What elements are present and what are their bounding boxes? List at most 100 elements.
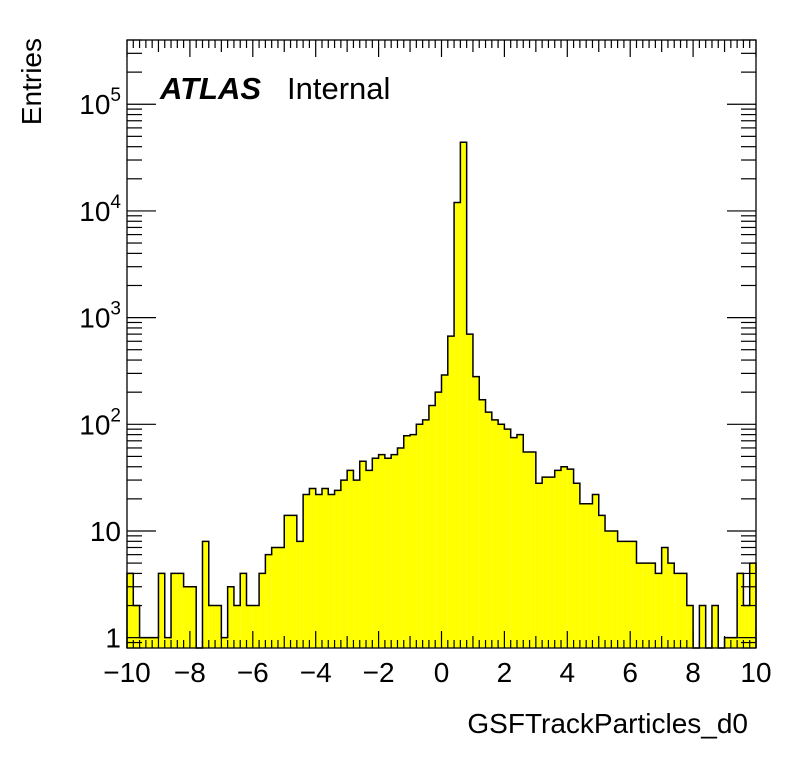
histogram-bar [623,541,631,648]
y-tick-labels: 1 10 102 103 104 105 [79,85,121,653]
histogram-bar [133,605,140,648]
histogram-bar [271,547,278,648]
histogram-bar [655,573,662,648]
histogram-bar [598,515,606,648]
x-tick-label: 4 [560,657,576,688]
y-tick-label: 103 [79,299,121,334]
histogram-bar [743,605,750,648]
histogram-bar [579,503,587,648]
histogram-bar [208,605,216,648]
x-tick-label: 2 [497,657,513,688]
histogram-bar [611,530,618,648]
x-tick-label: −2 [363,657,395,688]
histogram-bar [535,483,543,648]
histogram-bar [127,573,134,648]
histogram-bar [416,424,423,648]
histogram-bar [561,466,568,648]
histogram-bar [353,480,360,648]
histogram-bar [221,637,228,648]
histogram-bar [366,470,373,648]
y-tick-label: 105 [79,85,121,120]
x-tick-label: 10 [740,657,771,688]
histogram-bar [642,563,650,648]
histogram-bar [586,503,593,648]
histogram-bar [680,573,687,648]
histogram-bar [158,573,165,648]
histogram-bar [164,637,172,648]
histogram-bar [435,392,442,648]
histogram-bar [233,605,241,648]
histogram-bar [711,605,719,648]
histogram-bar [573,483,580,648]
histogram-bar [554,470,562,648]
histogram-bar [384,458,392,648]
histogram-bar [347,470,354,648]
x-tick-label: −10 [103,657,151,688]
histogram-bar [724,637,731,648]
x-axis-title: GSFTrackParticles_d0 [467,708,748,739]
histogram-bar [359,461,367,648]
histogram-bar [516,434,524,648]
histogram-bar [410,434,417,648]
histogram-bar [529,451,536,648]
histogram-bar [391,454,398,648]
histogram-bar [139,637,146,648]
histogram-bar [667,563,675,648]
histogram-bar [617,541,624,648]
x-tick-label: −4 [300,657,332,688]
histogram-bar [504,429,511,648]
histogram-bar [321,488,329,648]
histogram-bar [491,419,499,648]
histogram-bar [472,376,480,648]
x-tick-label: −6 [237,657,269,688]
histogram-bar [246,605,253,648]
histogram-bar [215,605,222,648]
histogram-bar [240,573,247,648]
y-tick-label: 104 [79,192,121,227]
histogram-bar [636,563,643,648]
histogram-bar [290,515,297,648]
histogram-bar [649,563,656,648]
histogram-bar [674,573,681,648]
histogram-bar [309,488,316,648]
histogram-bar [479,399,486,648]
x-axis-ticks [126,40,757,648]
histogram-bar [296,541,304,648]
histogram-outline [126,141,757,649]
histogram-bar [315,494,322,648]
y-tick-label: 10 [90,516,121,547]
y-tick-label: 102 [79,405,121,440]
histogram-bar [485,412,492,648]
histogram-bar [630,541,637,648]
histogram-bar [227,586,234,648]
histogram-bar [284,515,291,648]
histogram-bars [127,142,756,648]
histogram-bar [498,424,505,648]
histogram-bar [340,480,348,648]
histogram-bar [422,419,429,648]
histogram-bar [183,586,190,648]
histogram-bar [548,477,555,648]
histogram-bar [397,447,404,648]
histogram-bar [686,605,694,648]
histogram-bar [730,637,738,648]
histogram-bar [454,202,461,648]
histogram-bar [259,573,266,648]
histogram-bar [189,586,197,648]
histogram-bar [523,451,530,648]
histogram-bar [277,547,285,648]
histogram-bar [510,437,517,648]
histogram-bar [447,336,455,648]
histogram-bar [661,547,668,648]
atlas-internal-label: Internal [287,71,390,106]
histogram-bar [265,554,272,648]
histogram-bar [542,477,549,648]
y-tick-label: 1 [105,623,121,654]
histogram-bar [378,454,385,648]
histogram-bar [460,142,467,648]
y-axis-title: Entries [16,38,47,125]
x-tick-label: 0 [434,657,450,688]
histogram-bar [328,494,335,648]
